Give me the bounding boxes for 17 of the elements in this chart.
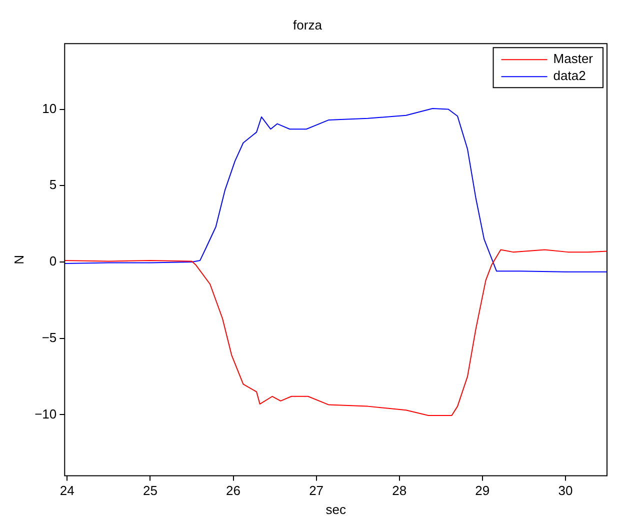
x-tick-label: 30 (558, 483, 573, 498)
x-tick-label: 29 (475, 483, 490, 498)
y-axis-title: N (11, 255, 26, 264)
y-tick-label: −10 (34, 406, 57, 422)
x-tick-label: 26 (226, 483, 240, 498)
y-tick-label: 0 (49, 254, 57, 269)
legend-label: Master (553, 51, 594, 66)
y-tick-label: 10 (42, 100, 57, 116)
x-tick-label: 24 (60, 483, 74, 498)
chart-title: forza (293, 17, 323, 32)
x-axis-title: sec (326, 502, 346, 517)
x-tick-label: 27 (309, 483, 324, 498)
legend-label: data2 (553, 68, 586, 84)
x-tick-label: 28 (392, 483, 407, 498)
y-tick-label: −5 (42, 330, 57, 345)
x-tick-label: 25 (142, 483, 158, 498)
y-tick-label: 5 (49, 177, 57, 192)
